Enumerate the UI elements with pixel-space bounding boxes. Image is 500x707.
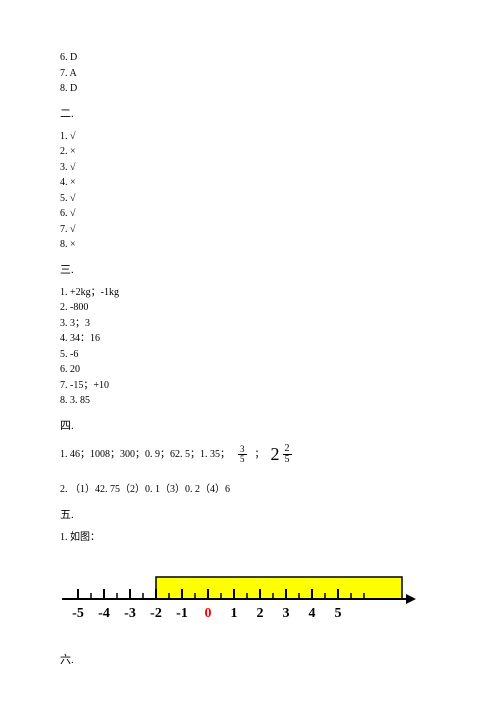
ans-a8: 8. D xyxy=(60,81,440,97)
ans-2-7: 7. √ xyxy=(60,222,440,238)
ans-3-3: 3. 3；3 xyxy=(60,316,440,332)
svg-text:-3: -3 xyxy=(124,606,136,621)
svg-text:3: 3 xyxy=(283,606,290,621)
svg-text:-5: -5 xyxy=(72,606,84,621)
heading-2: 二. xyxy=(60,105,440,121)
svg-text:1: 1 xyxy=(231,606,238,621)
ans-2-3: 3. √ xyxy=(60,160,440,176)
ans-4-2: 2. （1）42. 75（2）0. 1（3）0. 2（4）6 xyxy=(60,482,440,498)
ans-2-2: 2. × xyxy=(60,144,440,160)
svg-text:5: 5 xyxy=(335,606,342,621)
ans-2-5: 5. √ xyxy=(60,191,440,207)
ans-4-1: 1. 46；1008；300；0. 9；62. 5；1. 35； 3 5 ； 2… xyxy=(60,441,440,469)
heading-6: 六. xyxy=(60,651,440,667)
ans-2-8: 8. × xyxy=(60,237,440,253)
svg-text:-4: -4 xyxy=(98,606,110,621)
heading-4: 四. xyxy=(60,417,440,433)
svg-text:-2: -2 xyxy=(150,606,162,621)
section-a-tail: 6. D 7. A 8. D xyxy=(60,50,440,97)
heading-5: 五. xyxy=(60,506,440,522)
ans-3-1: 1. +2kg；-1kg xyxy=(60,285,440,301)
svg-text:0: 0 xyxy=(205,606,212,621)
section-3: 1. +2kg；-1kg 2. -800 3. 3；3 4. 34：16 5. … xyxy=(60,285,440,409)
ans-4-1-mid: ； xyxy=(255,447,265,463)
ans-2-4: 4. × xyxy=(60,175,440,191)
ans-3-4: 4. 34：16 xyxy=(60,331,440,347)
ans-3-7: 7. -15；+10 xyxy=(60,378,440,394)
ans-5-1: 1. 如图： xyxy=(60,530,440,546)
svg-text:2: 2 xyxy=(257,606,264,621)
mixed-2-2-5: 2 2 5 xyxy=(271,441,294,469)
ans-3-5: 5. -6 xyxy=(60,347,440,363)
ans-a7: 7. A xyxy=(60,66,440,82)
ans-2-6: 6. √ xyxy=(60,206,440,222)
ans-3-2: 2. -800 xyxy=(60,300,440,316)
section-2: 1. √ 2. × 3. √ 4. × 5. √ 6. √ 7. √ 8. × xyxy=(60,129,440,253)
heading-3: 三. xyxy=(60,261,440,277)
number-line-figure: -5 -4 -3 -2 -1 0 1 2 3 4 5 xyxy=(60,559,420,629)
number-line-svg: -5 -4 -3 -2 -1 0 1 2 3 4 5 xyxy=(60,559,420,629)
ans-4-1-prefix: 1. 46；1008；300；0. 9；62. 5；1. 35； xyxy=(60,447,230,463)
ans-2-1: 1. √ xyxy=(60,129,440,145)
ans-a6: 6. D xyxy=(60,50,440,66)
svg-text:-1: -1 xyxy=(176,606,188,621)
ans-3-6: 6. 20 xyxy=(60,362,440,378)
fraction-3-5: 3 5 xyxy=(238,445,247,464)
svg-text:4: 4 xyxy=(309,606,316,621)
ans-3-8: 8. 3. 85 xyxy=(60,393,440,409)
